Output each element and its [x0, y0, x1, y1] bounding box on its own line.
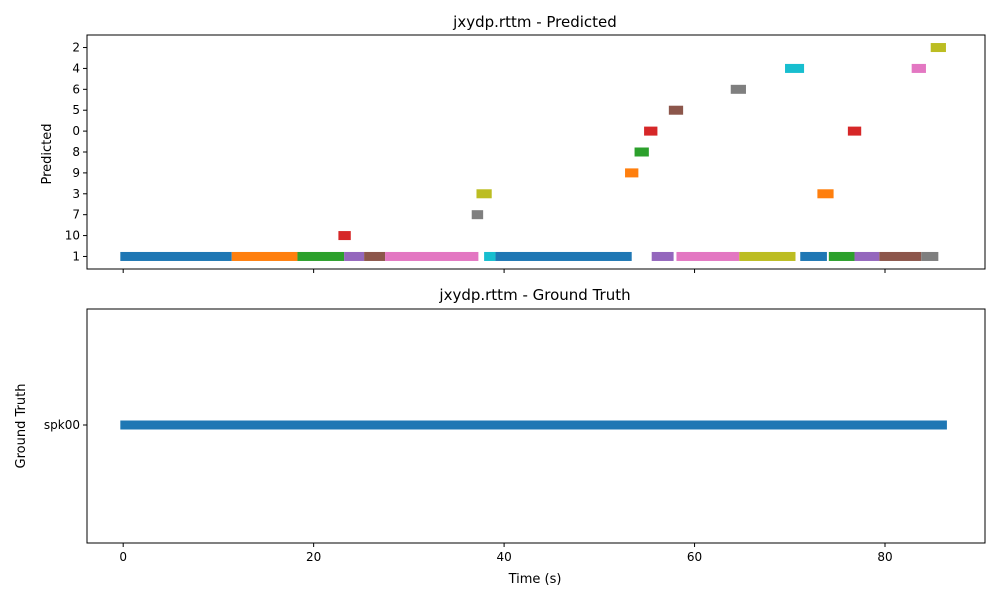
ground-truth-ylabel: Ground Truth [14, 384, 29, 469]
y-tick-label: 6 [72, 82, 80, 96]
segment-bar [730, 84, 746, 94]
segment-bar [930, 43, 946, 53]
ground-truth-plot-frame [86, 308, 986, 544]
segment-bar [484, 251, 496, 261]
segment-bar [668, 105, 684, 115]
segment-bar [676, 251, 740, 261]
segment-bar [495, 251, 632, 261]
segment-bar [344, 251, 365, 261]
segment-bar [364, 251, 386, 261]
x-tick-label: 80 [877, 550, 892, 564]
segment-bar [385, 251, 479, 261]
segment-bar [634, 147, 649, 157]
predicted-plot-frame [86, 34, 986, 270]
segment-bar [338, 231, 351, 241]
ground-truth-title: jxydp.rttm - Ground Truth [438, 286, 630, 304]
y-tick-label: 0 [72, 124, 80, 138]
segment-bar [828, 251, 855, 261]
ground-truth-x-ticks: 0 20 40 60 80 [119, 543, 893, 564]
y-tick-label: 1 [72, 249, 80, 263]
segment-bar [651, 251, 674, 261]
y-tick-label: 5 [72, 103, 80, 117]
y-tick-label: 4 [72, 61, 80, 75]
segment-bar [847, 126, 862, 136]
y-tick-label: spk00 [44, 418, 80, 432]
y-tick-label: 7 [72, 208, 80, 222]
segment-bar [476, 189, 492, 199]
segment-bar [120, 251, 232, 261]
x-tick-label: 40 [496, 550, 511, 564]
predicted-segments [120, 43, 946, 261]
predicted-y-ticks: 1 10 7 3 9 8 0 5 6 4 2 [65, 41, 87, 263]
segment-bar [625, 168, 639, 178]
predicted-title: jxydp.rttm - Predicted [452, 13, 617, 31]
segment-bar [120, 420, 947, 430]
segment-bar [921, 251, 939, 261]
segment-bar [785, 63, 805, 73]
segment-bar [879, 251, 922, 261]
y-tick-label: 9 [72, 166, 80, 180]
predicted-panel: jxydp.rttm - Predicted Predicted 1 10 7 3 9 8… [40, 13, 986, 273]
y-tick-label: 10 [65, 229, 80, 243]
y-tick-label: 3 [72, 187, 80, 201]
x-tick-label: 20 [306, 550, 321, 564]
x-tick-label: 0 [119, 550, 127, 564]
predicted-x-ticks [122, 269, 886, 273]
segment-bar [231, 251, 298, 261]
segment-bar [800, 251, 827, 261]
segment-bar [911, 63, 926, 73]
segment-bar [297, 251, 345, 261]
ground-truth-y-ticks: spk00 [44, 418, 87, 432]
y-tick-label: 2 [72, 41, 80, 55]
segment-bar [854, 251, 880, 261]
segment-bar [644, 126, 658, 136]
predicted-ylabel: Predicted [40, 123, 55, 184]
segment-bar [471, 210, 484, 220]
segment-bar [739, 251, 796, 261]
y-tick-label: 8 [72, 145, 80, 159]
x-tick-label: 60 [687, 550, 702, 564]
ground-truth-segments [120, 420, 947, 430]
segment-bar [817, 189, 834, 199]
ground-truth-xlabel: Time (s) [508, 572, 562, 587]
ground-truth-panel: jxydp.rttm - Ground Truth Ground Truth s… [14, 286, 986, 587]
